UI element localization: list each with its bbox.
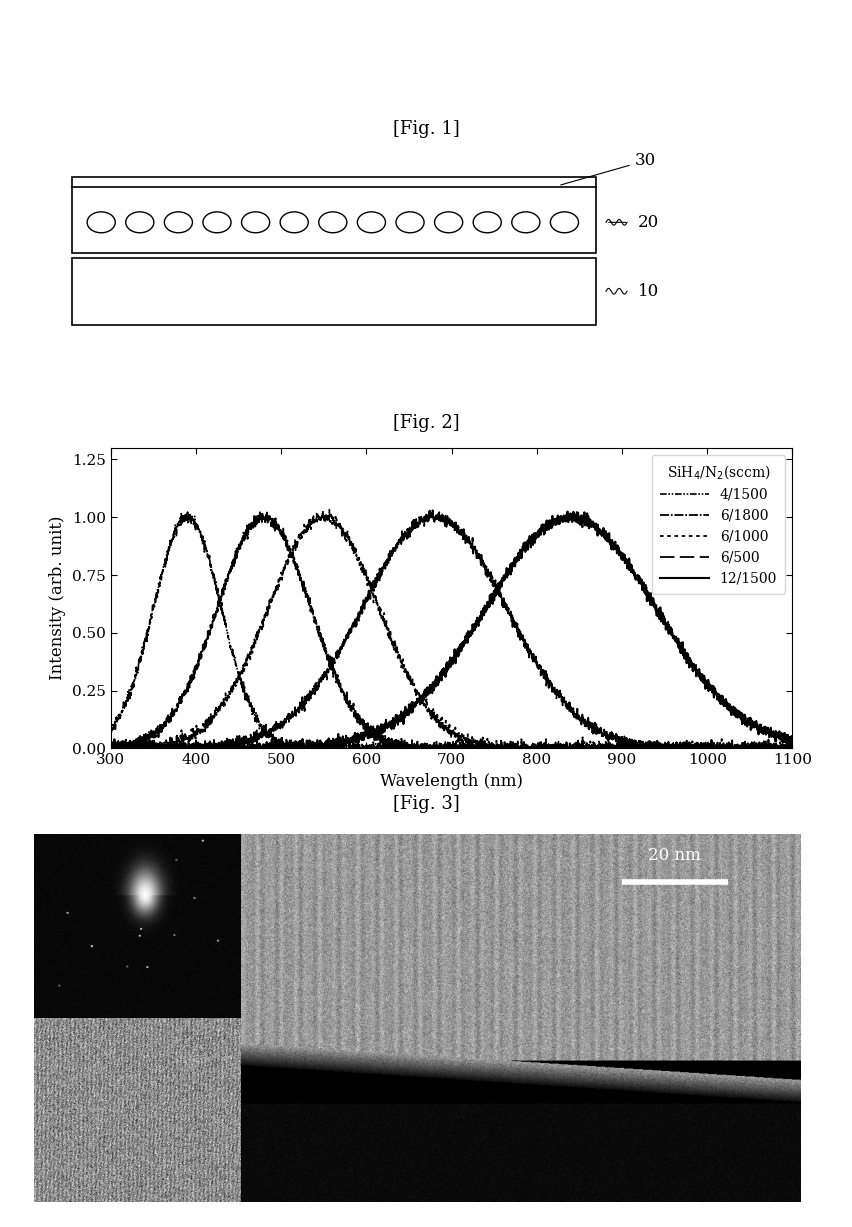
Text: 10: 10 [638, 282, 659, 299]
Line: 4/1500: 4/1500 [111, 512, 792, 748]
4/1500 [787, 737, 797, 752]
6/1000 [367, 583, 377, 598]
6/1000 [106, 741, 116, 756]
6/1800 [224, 564, 234, 579]
12/1500 [224, 737, 234, 752]
Circle shape [550, 212, 579, 233]
Circle shape [357, 212, 385, 233]
6/1000 [397, 655, 407, 670]
6/1800 [367, 730, 377, 745]
6/1000 [224, 691, 234, 706]
Circle shape [87, 212, 115, 233]
12/1500 [562, 504, 573, 519]
6/1000 [700, 741, 711, 756]
Circle shape [473, 212, 501, 233]
Circle shape [126, 212, 154, 233]
6/1800 [255, 504, 265, 519]
Line: 6/500: 6/500 [111, 510, 792, 748]
6/500 [787, 741, 797, 756]
12/1500 [396, 709, 406, 724]
12/1500 [367, 725, 377, 740]
6/500 [224, 733, 234, 747]
Legend: 4/1500, 6/1800, 6/1000, 6/500, 12/1500: 4/1500, 6/1800, 6/1000, 6/500, 12/1500 [652, 455, 786, 594]
Bar [72, 177, 596, 253]
4/1500 [183, 508, 193, 523]
Circle shape [319, 212, 347, 233]
6/1800 [106, 737, 116, 752]
X-axis label: Wavelength (nm): Wavelength (nm) [380, 773, 523, 790]
Circle shape [203, 212, 231, 233]
6/500 [774, 741, 785, 756]
Text: [Fig. 3]: [Fig. 3] [393, 795, 459, 812]
Line: 12/1500: 12/1500 [111, 512, 792, 748]
6/1800 [787, 739, 797, 753]
4/1500 [106, 719, 116, 734]
Circle shape [242, 212, 270, 233]
Text: [Fig. 2]: [Fig. 2] [393, 415, 459, 432]
12/1500 [787, 730, 797, 745]
4/1500 [279, 741, 289, 756]
Circle shape [280, 212, 308, 233]
6/500 [183, 741, 193, 756]
Line: 6/1000: 6/1000 [111, 509, 792, 748]
6/1800 [701, 741, 711, 756]
6/1800 [397, 736, 407, 751]
Line: 6/1800: 6/1800 [111, 512, 792, 748]
12/1500 [183, 741, 193, 756]
Text: 20 nm: 20 nm [648, 847, 701, 864]
Text: 30: 30 [561, 152, 656, 185]
Circle shape [164, 212, 193, 233]
4/1500 [701, 739, 711, 753]
Y-axis label: Intensity (arb. unit): Intensity (arb. unit) [49, 515, 66, 681]
4/1500 [367, 741, 377, 756]
6/1000 [787, 740, 797, 755]
6/1800 [106, 741, 117, 756]
4/1500 [774, 741, 785, 756]
4/1500 [182, 504, 193, 519]
Text: 20: 20 [638, 213, 659, 231]
6/500 [428, 503, 438, 518]
Bar [72, 258, 596, 325]
6/1000 [183, 736, 193, 751]
12/1500 [106, 741, 116, 756]
Circle shape [512, 212, 540, 233]
6/1000 [325, 502, 335, 517]
6/500 [700, 740, 711, 755]
6/1000 [774, 741, 785, 756]
Circle shape [396, 212, 424, 233]
Text: [Fig. 1]: [Fig. 1] [393, 120, 459, 137]
Circle shape [435, 212, 463, 233]
12/1500 [774, 731, 785, 746]
6/1800 [183, 675, 193, 690]
12/1500 [700, 672, 711, 687]
6/500 [396, 533, 406, 547]
4/1500 [397, 739, 407, 753]
4/1500 [224, 631, 234, 645]
6/500 [367, 583, 377, 598]
6/1800 [774, 741, 785, 756]
6/500 [106, 741, 116, 756]
